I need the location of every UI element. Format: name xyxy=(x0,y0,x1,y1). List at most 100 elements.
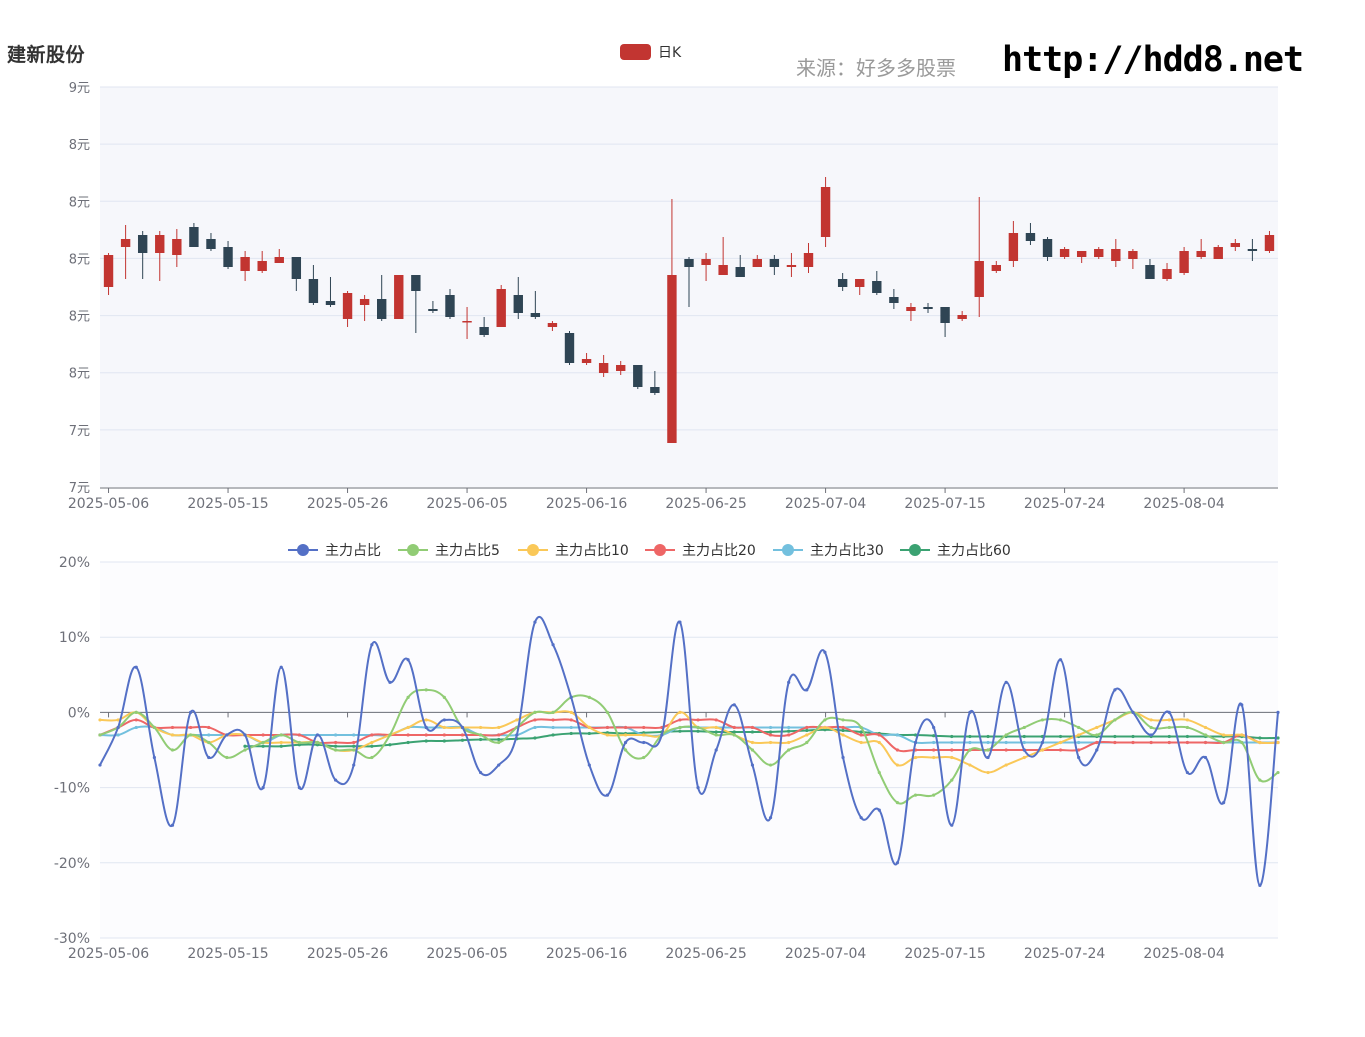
candle[interactable] xyxy=(616,361,626,375)
candle[interactable] xyxy=(974,197,984,317)
kline-legend[interactable]: 日K xyxy=(620,44,682,61)
candle[interactable] xyxy=(650,371,660,395)
legend-item-0[interactable]: 主力占比 xyxy=(288,543,381,559)
ratio-point xyxy=(370,744,374,748)
candle[interactable] xyxy=(598,355,609,377)
legend-item-4[interactable]: 主力占比30 xyxy=(773,543,884,559)
legend-item-5[interactable]: 主力占比60 xyxy=(900,543,1011,559)
candle[interactable] xyxy=(155,231,165,281)
ratio-point xyxy=(1222,801,1226,805)
ratio-point xyxy=(1022,725,1026,730)
candle[interactable] xyxy=(496,285,506,327)
candle[interactable] xyxy=(1111,239,1121,267)
ratio-point xyxy=(678,725,682,730)
candle[interactable] xyxy=(906,303,916,321)
candle[interactable] xyxy=(342,291,353,327)
candle[interactable] xyxy=(1264,231,1275,253)
candle[interactable] xyxy=(325,277,336,307)
candle[interactable] xyxy=(940,307,950,337)
candle[interactable] xyxy=(957,311,967,321)
ratio-point xyxy=(134,710,138,715)
ratio-point xyxy=(1222,733,1226,737)
candle[interactable] xyxy=(189,223,199,247)
candle[interactable] xyxy=(923,303,933,313)
candle[interactable] xyxy=(103,253,114,295)
ratio-point xyxy=(968,763,972,767)
candle-body xyxy=(889,297,899,303)
candle[interactable] xyxy=(291,257,302,291)
candle-body xyxy=(308,279,319,303)
ratio-point xyxy=(587,695,591,699)
candle[interactable] xyxy=(359,295,370,321)
candle[interactable] xyxy=(1094,247,1104,259)
candle[interactable] xyxy=(206,233,216,251)
candle[interactable] xyxy=(462,307,472,339)
legend-item-2[interactable]: 主力占比10 xyxy=(518,543,629,559)
legend-item-3[interactable]: 主力占比20 xyxy=(645,543,756,559)
ratio-point xyxy=(442,695,446,699)
kline-x-tick-label: 2025-07-04 xyxy=(785,496,866,512)
candle[interactable] xyxy=(377,275,387,321)
candle[interactable] xyxy=(120,225,131,279)
candle[interactable] xyxy=(274,249,284,263)
candle[interactable] xyxy=(752,255,762,267)
candle[interactable] xyxy=(1128,249,1138,269)
candle[interactable] xyxy=(564,331,575,365)
candle[interactable] xyxy=(547,321,558,331)
candle[interactable] xyxy=(530,291,541,319)
candle[interactable] xyxy=(803,243,814,273)
ratio-point xyxy=(823,650,827,654)
candle[interactable] xyxy=(1059,247,1070,259)
candle[interactable] xyxy=(411,275,421,333)
candle[interactable] xyxy=(223,241,233,269)
candle[interactable] xyxy=(1042,237,1053,261)
candle[interactable] xyxy=(428,301,438,313)
candle[interactable] xyxy=(257,251,267,273)
candle[interactable] xyxy=(667,199,677,443)
candle-body xyxy=(1059,249,1070,257)
candle[interactable] xyxy=(1179,247,1189,275)
ratio-x-tick-label: 2025-05-06 xyxy=(68,946,149,962)
candle[interactable] xyxy=(889,289,899,309)
candle[interactable] xyxy=(445,289,455,319)
ratio-point xyxy=(478,737,483,742)
candle[interactable] xyxy=(513,277,523,319)
candle[interactable] xyxy=(1008,221,1019,267)
candle[interactable] xyxy=(1145,259,1155,279)
candle[interactable] xyxy=(1230,239,1241,251)
candle[interactable] xyxy=(1213,245,1223,259)
candle[interactable] xyxy=(1247,239,1258,261)
candle-body xyxy=(291,257,302,279)
candle[interactable] xyxy=(701,253,711,281)
candle[interactable] xyxy=(1025,223,1036,245)
candle[interactable] xyxy=(820,177,831,247)
candle[interactable] xyxy=(769,255,780,275)
candle[interactable] xyxy=(837,273,848,291)
candle[interactable] xyxy=(394,275,404,319)
candle[interactable] xyxy=(1162,263,1172,281)
candle[interactable] xyxy=(991,261,1001,273)
candle[interactable] xyxy=(1076,251,1087,263)
candle[interactable] xyxy=(240,251,250,281)
candle[interactable] xyxy=(581,353,592,365)
candle[interactable] xyxy=(633,365,643,389)
legend-item-1[interactable]: 主力占比5 xyxy=(398,543,500,559)
ratio-legend[interactable]: 主力占比 主力占比5 主力占比10 主力占比20 主力占比30 主力占比60 xyxy=(288,543,1011,559)
ratio-y-tick-label: 0% xyxy=(68,705,90,721)
candle[interactable] xyxy=(137,231,148,279)
candle[interactable] xyxy=(855,279,865,295)
candle[interactable] xyxy=(718,237,728,275)
candle[interactable] xyxy=(684,257,694,307)
candle[interactable] xyxy=(172,229,182,267)
candle[interactable] xyxy=(735,255,745,277)
candle[interactable] xyxy=(308,265,319,305)
candle-body xyxy=(872,281,882,293)
candle[interactable] xyxy=(479,317,489,337)
ratio-point xyxy=(406,658,410,662)
ratio-point xyxy=(714,725,718,730)
candle[interactable] xyxy=(1196,239,1206,259)
candle-body xyxy=(445,295,455,317)
legend-label: 主力占比20 xyxy=(682,543,756,559)
candle[interactable] xyxy=(786,253,797,277)
candle[interactable] xyxy=(872,271,882,295)
